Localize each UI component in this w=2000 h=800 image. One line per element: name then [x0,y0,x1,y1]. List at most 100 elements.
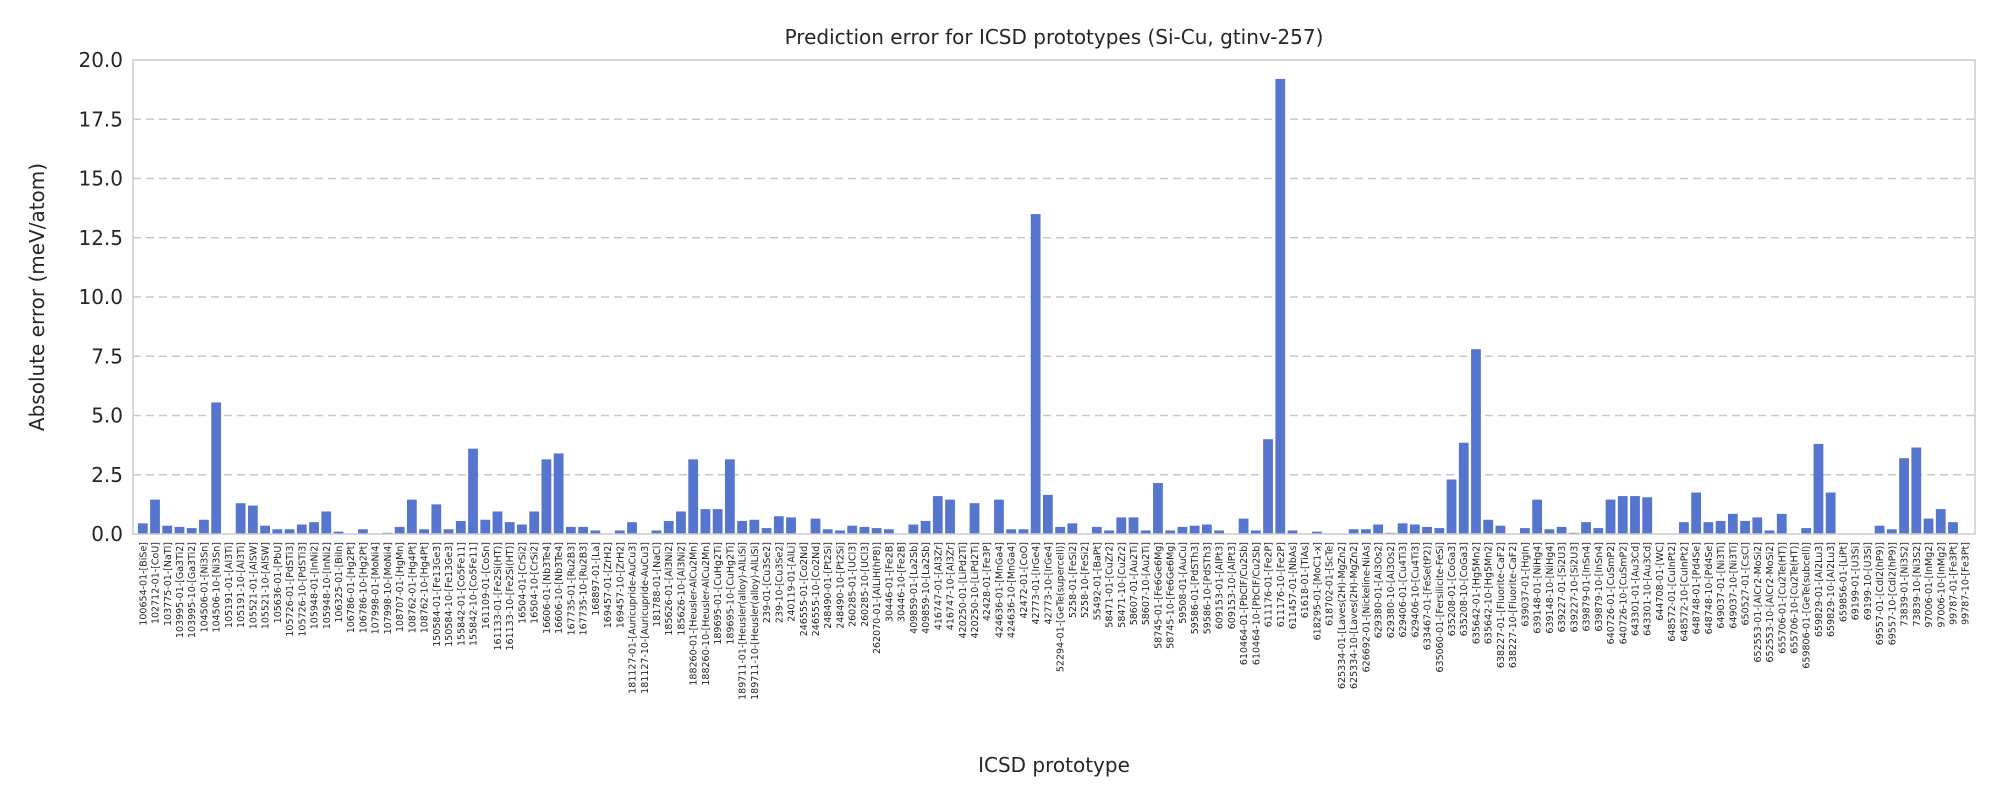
bar [1287,530,1298,534]
bar [333,531,344,534]
bar [712,509,723,534]
bar [908,524,919,534]
bar [1630,496,1640,534]
x-tick-label: 104506-01-[Ni3Sn] [199,542,210,632]
bar [1825,492,1836,534]
bar [1911,447,1922,534]
x-tick-label: 5258-01-[FeSi2] [1068,542,1079,618]
x-tick-label: 650527-01-[CsCl] [1741,542,1752,625]
bar [1446,479,1457,534]
x-tick-label: 659829-01-[Al2Lu3] [1814,542,1825,637]
bar [1030,214,1041,535]
bar [137,523,148,534]
bar [1373,524,1384,534]
x-tick-label: 155842-01-[Co5Fe11] [456,542,467,646]
x-tick-label: 635642-10-[Hg5Mn2] [1484,542,1495,644]
x-tick-label: 30446-10-[Fe2B] [897,542,908,622]
bar [1642,497,1653,534]
bar [1042,494,1053,534]
x-tick-label: 150584-10-[Fe13Ge3] [444,542,455,647]
x-tick-label: 416747-01-[Al3Zr] [933,542,944,630]
x-tick-label: 639227-01-[Si2U3] [1557,542,1568,632]
bar [724,459,735,534]
x-tick-label: 42773-10-[IrGe4] [1043,542,1054,625]
y-gridlines [133,118,1975,476]
x-tick-label: 189695-01-[CuHg2Ti] [713,542,724,645]
x-tick-label: 105948-01-[InNi2] [310,542,321,629]
bar [663,520,674,534]
bar [1544,529,1555,534]
bar [1776,513,1787,534]
x-tick-label: 97006-10-[InMg2] [1936,542,1947,628]
x-tick-label: 16606-10-[Nb3Te4] [554,542,565,634]
x-tick-label: 58607-10-[Au2Ti] [1141,542,1152,625]
y-tick-labels: 0.0 2.5 5.0 7.5 10.0 12.5 15.0 17.5 20.0 [78,48,123,546]
bar [1752,517,1763,534]
x-tick-label: 169457-10-[ZrH2] [615,542,626,628]
x-tick-label: 42472-01-[CoO] [1019,542,1030,619]
bar [688,459,699,534]
x-tick-label: 420250-10-[LiPd2Ti] [970,542,981,639]
x-tick-label: 655706-01-[Cu2Te(HT)] [1777,542,1788,654]
x-tick-label: 260285-01-[UCl3] [848,542,859,627]
bar [920,520,931,534]
x-tick-label: 644708-01-[WC] [1655,542,1666,621]
bar [1520,528,1530,534]
x-tick-label: 652553-01-[AlCr2-MoSi2] [1753,542,1764,663]
x-tick-label: 625334-01-[Laves(2H)-MgZn2] [1337,542,1348,689]
x-tick-label: 652553-10-[AlCr2-MoSi2] [1765,542,1776,663]
bar [1312,531,1322,534]
x-tick-label: 61618-01-[TiAs] [1300,542,1311,618]
x-tick-label: 659856-01-[LiPt] [1838,542,1849,622]
bar [1899,458,1909,534]
x-tick-label: 649037-01-[Ni3Ti] [1716,542,1727,629]
x-tick-label: 69557-01-[CdI2(hP9)] [1875,542,1886,645]
y-axis-label: Absolute error (meV/atom) [25,163,49,431]
bar [749,519,760,534]
bar [859,526,870,534]
bar [480,519,491,534]
bar [284,529,295,534]
bar [1679,522,1689,534]
bar [1715,520,1726,534]
x-tick-label: 105948-10-[InNi2] [322,542,333,629]
x-tick-label: 611176-01-[Fe2P] [1264,542,1275,627]
bar [150,499,160,534]
x-tick-label: 649037-10-[Ni3Ti] [1728,542,1739,629]
x-tick-label: 648748-10-[Pd4Se] [1704,542,1715,634]
bar [186,528,197,534]
x-tick-label: 185626-01-[Al3Ni2] [664,542,675,636]
bar [199,519,209,534]
bars [137,78,1971,535]
bar [419,529,429,534]
x-tick-label: 610464-01-[PbClF/Cu2Sb] [1239,542,1250,665]
bar [1165,530,1176,534]
bar [358,529,368,534]
bar [260,525,270,534]
x-tick-label: 610464-10-[PbClF/Cu2Sb] [1251,542,1262,665]
x-tick-label: 625334-10-[Laves(2H)-MgZn2] [1349,542,1360,689]
bar [1128,517,1139,534]
x-tick-label: 240119-01-[AlLi] [787,542,798,622]
bar [1532,499,1543,534]
x-tick-label: 618702-01-[ScTe] [1325,542,1336,626]
x-tick-label: 58745-10-[Fe6Ge6Mg] [1166,542,1177,649]
bar [1006,529,1017,534]
x-tick-label: 69199-01-[U3Si] [1851,542,1862,620]
x-tick-label: 189695-10-[CuHg2Ti] [725,542,736,645]
x-tick-label: 638227-01-[Fluorite-CaF2] [1496,542,1507,668]
x-tick-label: 609153-01-[AlPt3] [1215,542,1226,629]
bar [1703,522,1714,534]
bar [272,529,283,534]
bar [1727,513,1738,534]
bar [443,529,454,534]
x-tick-label: 105191-10-[Al3Ti] [236,542,247,628]
x-tick-label: 16504-01-[CrSi2] [517,542,528,624]
y-tick-label: 5.0 [91,404,123,428]
bar [847,525,858,534]
x-tick-label: 169457-01-[ZrH2] [603,542,614,628]
bar [1263,439,1273,534]
x-tick-label: 167735-10-[Ru2B3] [579,542,590,635]
bar [932,496,943,534]
bar [1409,524,1420,534]
